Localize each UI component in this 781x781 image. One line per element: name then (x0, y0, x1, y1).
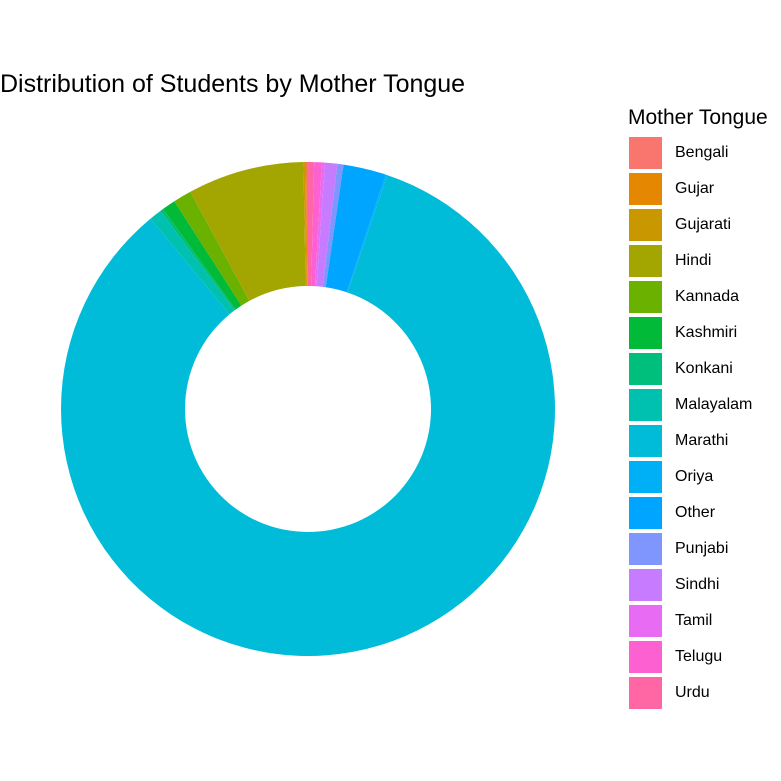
legend-label: Telugu (675, 648, 723, 665)
legend-item-bengali: Bengali (628, 133, 768, 169)
legend-label: Punjabi (675, 540, 729, 557)
legend-item-tamil: Tamil (628, 601, 768, 637)
slice-kashmiri (162, 201, 242, 310)
slice-other (325, 164, 386, 293)
legend-label: Marathi (675, 432, 729, 449)
legend-swatch (629, 137, 662, 169)
legend-item-punjabi: Punjabi (628, 529, 768, 565)
legend-item-marathi: Marathi (628, 421, 768, 457)
slice-marathi (61, 175, 556, 656)
legend-label: Gujarati (675, 216, 732, 233)
legend-swatch (629, 389, 662, 421)
legend-label: Kannada (675, 288, 740, 305)
slice-gujar (304, 162, 308, 287)
slice-konkani (160, 209, 236, 311)
legend-item-hindi: Hindi (628, 241, 768, 277)
legend-item-konkani: Konkani (628, 349, 768, 385)
legend-swatch (629, 497, 662, 529)
chart-title: Distribution of Students by Mother Tongu… (0, 70, 466, 98)
legend-label: Other (675, 504, 716, 521)
legend-swatch (629, 569, 662, 601)
slice-telugu (311, 162, 322, 287)
legend-swatch (629, 533, 662, 565)
legend-swatch (629, 317, 662, 349)
legend-item-other: Other (628, 493, 768, 529)
legend-item-kashmiri: Kashmiri (628, 313, 768, 349)
slice-malayalam (150, 211, 235, 315)
legend-label: Hindi (675, 252, 712, 269)
slice-urdu (308, 162, 315, 287)
slice-kannada (174, 191, 250, 306)
legend-swatch (629, 425, 662, 457)
legend-swatch (629, 461, 662, 493)
donut-chart (61, 162, 556, 656)
legend-item-gujarati: Gujarati (628, 205, 768, 241)
legend-swatch (629, 605, 662, 637)
legend-label: Oriya (675, 468, 714, 485)
legend-items: Bengali Gujar Gujarati Hindi Kannada Kashmiri… (628, 133, 768, 709)
legend-title: Mother Tongue (628, 106, 768, 129)
legend-swatch (629, 245, 662, 277)
legend-swatch (629, 641, 662, 673)
legend-item-malayalam: Malayalam (628, 385, 768, 421)
legend-label: Urdu (675, 684, 710, 701)
legend-item-kannada: Kannada (628, 277, 768, 313)
legend-label: Kashmiri (675, 324, 738, 341)
legend-item-sindhi: Sindhi (628, 565, 768, 601)
slice-oriya (346, 174, 388, 293)
legend-swatch (629, 677, 662, 709)
legend-item-gujar: Gujar (628, 169, 768, 205)
legend-label: Tamil (675, 612, 713, 629)
legend-label: Bengali (675, 144, 729, 161)
legend-item-urdu: Urdu (628, 673, 768, 709)
legend-swatch (629, 353, 662, 385)
legend-label: Konkani (675, 360, 733, 377)
legend-item-telugu: Telugu (628, 637, 768, 673)
slice-sindhi (316, 162, 338, 287)
legend-label: Malayalam (675, 396, 753, 413)
slice-hindi (190, 162, 306, 301)
legend-label: Gujar (675, 180, 715, 197)
legend: Mother Tongue Bengali Gujar Gujarati Hindi K… (628, 103, 768, 709)
slice-gujarati (303, 162, 307, 287)
legend-item-oriya: Oriya (628, 457, 768, 493)
slice-punjabi (322, 163, 344, 288)
legend-swatch (629, 173, 662, 205)
legend-label: Sindhi (675, 576, 720, 593)
slice-bengali (306, 162, 308, 287)
legend-swatch (629, 281, 662, 313)
slice-tamil (314, 162, 326, 287)
legend-swatch (629, 209, 662, 241)
